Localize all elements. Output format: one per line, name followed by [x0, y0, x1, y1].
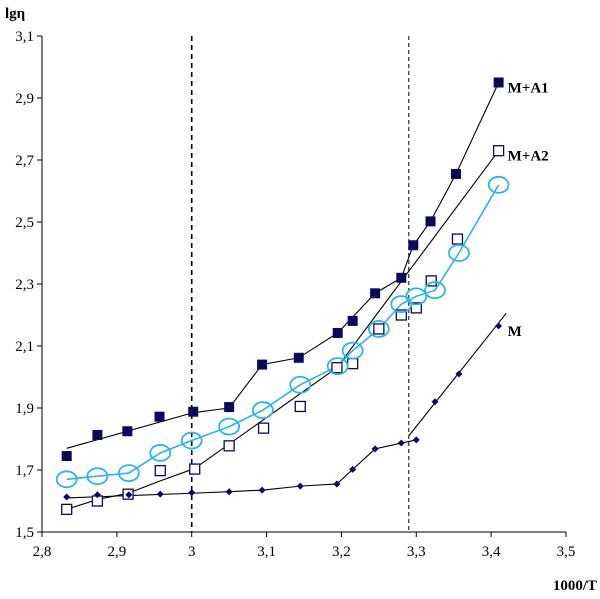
x-tick-label: 2,8: [33, 544, 52, 560]
y-tick-label: 2,5: [15, 215, 34, 231]
data-point: [63, 493, 71, 501]
y-tick-label: 1,9: [15, 401, 34, 417]
data-point: [347, 358, 359, 370]
data-point: [397, 439, 405, 447]
data-point: [405, 287, 428, 306]
x-tick-label: 3,4: [482, 544, 501, 560]
data-point: [425, 275, 437, 287]
data-point: [371, 445, 379, 453]
data-point: [149, 444, 172, 462]
data-point: [395, 309, 407, 321]
data-point: [156, 490, 164, 498]
data-markers: [55, 77, 510, 516]
x-tick-label: 3,1: [257, 544, 276, 560]
labels: lgη 1000/T M+A1 M+A2 M: [5, 6, 597, 594]
fit-line-segment: [66, 439, 417, 499]
data-point: [296, 482, 304, 490]
data-point: [448, 244, 470, 262]
data-point: [293, 352, 304, 363]
y-tick-label: 3,1: [15, 29, 34, 45]
data-point: [333, 480, 341, 488]
data-point: [349, 465, 357, 473]
data-point: [410, 302, 422, 314]
x-axis-title: 1000/T: [553, 578, 597, 594]
data-point: [431, 398, 439, 406]
data-point: [251, 401, 274, 420]
data-point: [188, 406, 199, 417]
data-point: [370, 288, 381, 299]
data-point: [326, 357, 349, 376]
x-tick-label: 2,9: [107, 544, 126, 560]
data-point: [408, 240, 419, 251]
data-point: [451, 233, 464, 245]
data-point: [347, 315, 358, 326]
x-tick-label: 3,3: [407, 544, 426, 560]
data-point: [224, 402, 235, 413]
data-point: [495, 322, 503, 330]
data-point: [450, 168, 461, 179]
data-point: [117, 464, 140, 483]
y-tick-label: 1,7: [15, 463, 34, 479]
axes: 2,8 2,9 3 3,1 3,2 3,3 3,4 3,5 1,5 1,7 1,9 2,1 2,3 2,5…: [15, 29, 575, 560]
data-point: [218, 417, 241, 436]
data-point: [412, 436, 420, 444]
data-point: [455, 370, 463, 378]
series-label: M+A2: [508, 149, 549, 165]
data-point: [332, 327, 343, 338]
data-point: [92, 429, 103, 440]
y-tick-label: 2,1: [15, 339, 34, 355]
y-tick-label: 2,7: [15, 153, 34, 169]
data-point: [154, 411, 165, 422]
data-point: [294, 400, 306, 413]
y-tick-label: 1,5: [15, 525, 34, 541]
fit-lines: [66, 82, 507, 510]
data-point: [122, 426, 133, 437]
data-point: [189, 463, 201, 475]
y-axis-title: lgη: [5, 6, 25, 22]
data-point: [225, 488, 233, 496]
data-point: [257, 359, 268, 370]
data-point: [223, 440, 235, 452]
data-point: [125, 491, 133, 499]
series-label: M+A1: [508, 81, 549, 97]
data-point: [487, 175, 510, 194]
x-tick-label: 3,5: [557, 544, 576, 560]
y-tick-label: 2,3: [15, 277, 34, 293]
data-point: [61, 451, 72, 462]
reference-lines: [190, 36, 410, 532]
data-point: [258, 486, 266, 494]
x-tick-label: 3: [188, 544, 196, 560]
data-point: [188, 489, 196, 497]
data-point: [154, 464, 166, 477]
data-point: [331, 362, 343, 374]
data-point: [367, 320, 390, 338]
fit-line-segment: [374, 82, 500, 294]
data-point: [86, 467, 109, 486]
data-point: [493, 77, 504, 88]
x-tick-label: 3,2: [332, 544, 351, 560]
data-point: [492, 145, 505, 157]
data-point: [93, 491, 101, 499]
series-label: M: [508, 324, 522, 340]
data-point: [396, 272, 407, 283]
data-point: [289, 375, 312, 394]
y-tick-label: 2,9: [15, 91, 34, 107]
fit-line-segment: [193, 292, 376, 414]
data-point: [424, 281, 446, 300]
data-point: [425, 216, 436, 227]
data-point: [341, 341, 364, 360]
data-point: [257, 422, 270, 434]
data-point: [55, 470, 78, 489]
fit-line-segment: [336, 150, 500, 369]
data-point: [373, 323, 385, 335]
data-point: [61, 503, 73, 516]
data-point: [180, 431, 203, 450]
